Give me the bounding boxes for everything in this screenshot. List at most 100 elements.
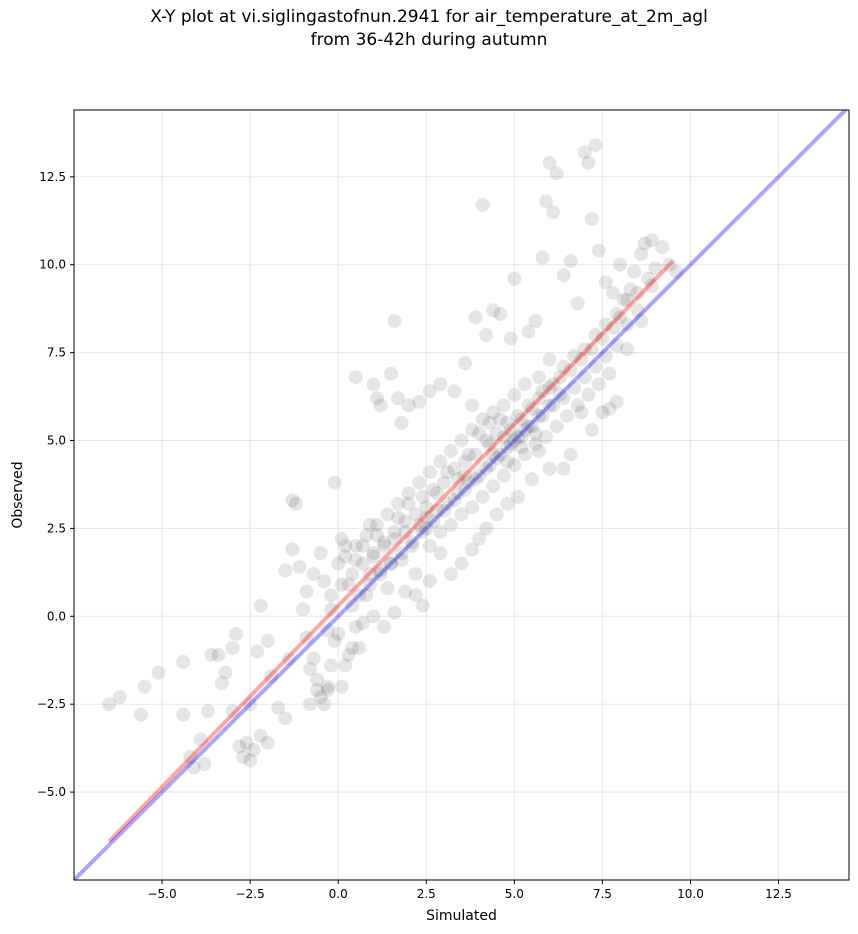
scatter-point (560, 408, 575, 423)
scatter-point (317, 574, 332, 589)
scatter-point (458, 468, 473, 483)
scatter-point (542, 461, 557, 476)
scatter-point (581, 155, 596, 170)
scatter-point (648, 261, 663, 276)
scatter-point (503, 422, 518, 437)
scatter-point (514, 412, 529, 427)
scatter-point (250, 644, 265, 659)
scatter-point (447, 461, 462, 476)
scatter-point (542, 155, 557, 170)
scatter-point (630, 303, 645, 318)
scatter-point (486, 405, 501, 420)
chart-title-line2: from 36-42h during autumn (310, 30, 548, 50)
scatter-point (542, 398, 557, 413)
scatter-point (440, 465, 455, 480)
scatter-point (433, 546, 448, 561)
scatter-point (510, 429, 525, 444)
scatter-point (359, 588, 374, 603)
scatter-point (450, 486, 465, 501)
scatter-point (546, 204, 561, 219)
scatter-point (303, 697, 318, 712)
scatter-point (496, 429, 511, 444)
scatter-point (408, 567, 423, 582)
scatter-point (285, 493, 300, 508)
scatter-point (359, 528, 374, 543)
scatter-point (454, 507, 469, 522)
scatter-point (415, 489, 430, 504)
scatter-point (380, 581, 395, 596)
scatter-point (288, 496, 303, 511)
scatter-point (577, 342, 592, 357)
scatter-point (461, 475, 476, 490)
scatter-point (465, 500, 480, 515)
scatter-point (630, 285, 645, 300)
scatter-point (176, 707, 191, 722)
scatter-point (264, 669, 279, 684)
scatter-point (450, 472, 465, 487)
scatter-point (197, 756, 212, 771)
scatter-point (532, 391, 546, 406)
scatter-point (443, 517, 458, 532)
scatter-point (200, 704, 215, 719)
scatter-point (479, 521, 494, 536)
scatter-point (500, 440, 515, 455)
y-tick-label: −5.0 (37, 785, 66, 799)
scatter-point (535, 250, 550, 265)
scatter-point (422, 384, 437, 399)
scatter-point (443, 567, 458, 582)
scatter-point (391, 391, 406, 406)
y-tick-label: 5.0 (47, 434, 66, 448)
scatter-point (401, 486, 416, 501)
y-tick-label: 12.5 (39, 170, 66, 184)
scatter-point (426, 482, 441, 497)
scatter-point (345, 598, 360, 613)
scatter-point (472, 426, 487, 441)
scatter-point (239, 735, 254, 750)
x-tick-label: 5.0 (505, 887, 524, 901)
scatter-point (151, 665, 166, 680)
scatter-point (447, 384, 462, 399)
scatter-point (581, 387, 596, 402)
scatter-point (609, 338, 624, 353)
scatter-point (324, 658, 339, 673)
scatter-point (475, 412, 490, 427)
scatter-point (489, 426, 504, 441)
scatter-point (422, 574, 437, 589)
scatter-point (595, 331, 610, 346)
scatter-point (327, 633, 342, 648)
scatter-point (465, 422, 480, 437)
scatter-point (479, 461, 494, 476)
scatter-point (436, 503, 451, 518)
scatter-point (517, 377, 532, 392)
scatter-point (285, 542, 300, 557)
scatter-point (281, 651, 296, 666)
scatter-point (429, 486, 444, 501)
y-tick-label: 7.5 (47, 346, 66, 360)
x-axis-label: Simulated (426, 908, 497, 924)
scatter-point (574, 405, 589, 420)
scatter-point (634, 247, 649, 262)
scatter-point (620, 342, 635, 357)
scatter-point (102, 697, 117, 712)
scatter-point (524, 401, 539, 416)
scatter-point (334, 577, 349, 592)
scatter-point (539, 194, 554, 209)
scatter-point (489, 507, 504, 522)
y-tick-label: −2.5 (37, 697, 66, 711)
scatter-point (563, 363, 578, 378)
scatter-point (373, 567, 388, 582)
scatter-point (345, 567, 360, 582)
scatter-point (352, 588, 367, 603)
scatter-point (183, 749, 198, 764)
scatter-point (341, 647, 356, 662)
scatter-point (542, 352, 557, 367)
scatter-point (306, 567, 321, 582)
scatter-point (634, 313, 649, 328)
x-tick-label: 12.5 (765, 887, 792, 901)
scatter-point (546, 377, 561, 392)
scatter-point (493, 412, 508, 427)
scatter-point (546, 398, 561, 413)
scatter-point (419, 500, 434, 515)
scatter-point (584, 422, 599, 437)
scatter-point (503, 331, 518, 346)
